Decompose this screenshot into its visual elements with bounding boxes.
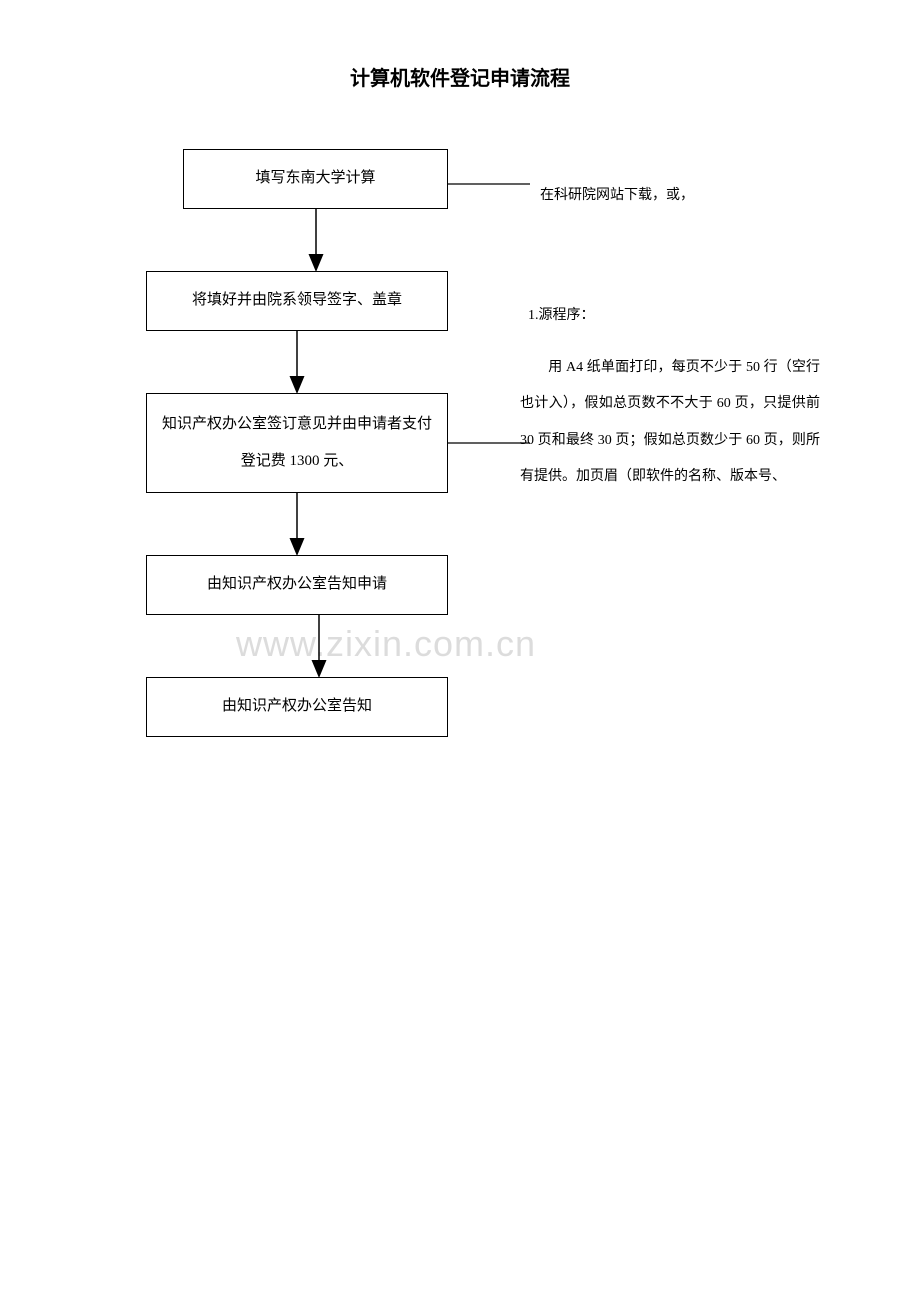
annotation-2: 1.源程序：	[528, 298, 808, 334]
flow-node-5-label: 由知识产权办公室告知	[222, 688, 372, 726]
flow-node-5: 由知识产权办公室告知	[146, 677, 448, 737]
flow-node-3-label: 知识产权办公室签订意见并由申请者支付登记费 1300 元、	[157, 406, 437, 481]
watermark-text: www.zixin.com.cn	[236, 623, 536, 665]
flow-node-2-label: 将填好并由院系领导签字、盖章	[192, 282, 402, 320]
flow-node-4: 由知识产权办公室告知申请	[146, 555, 448, 615]
flow-node-4-label: 由知识产权办公室告知申请	[207, 566, 387, 604]
flow-node-3: 知识产权办公室签订意见并由申请者支付登记费 1300 元、	[146, 393, 448, 493]
flow-node-1-label: 填写东南大学计算	[255, 160, 375, 198]
flow-node-2: 将填好并由院系领导签字、盖章	[146, 271, 448, 331]
page-title: 计算机软件登记申请流程	[0, 62, 920, 91]
flow-node-1: 填写东南大学计算	[183, 149, 448, 209]
annotation-3: 用 A4 纸单面打印，每页不少于 50 行（空行也计入），假如总页数不不大于 6…	[520, 350, 820, 496]
annotation-1: 在科研院网站下载，或，	[540, 178, 840, 214]
